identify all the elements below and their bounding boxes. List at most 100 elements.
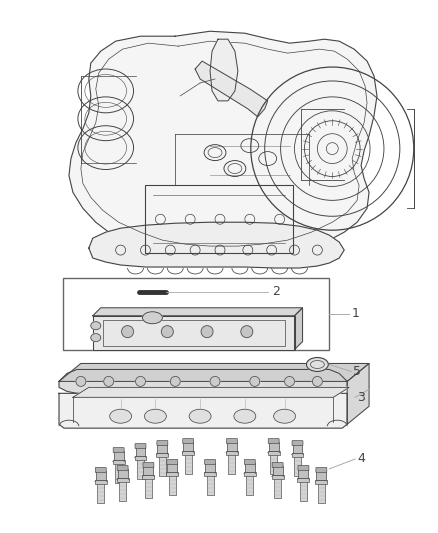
Bar [268,442,279,451]
Ellipse shape [307,358,328,372]
Bar [96,471,106,480]
Ellipse shape [142,312,162,324]
Circle shape [201,326,213,337]
Ellipse shape [91,334,101,342]
Bar [63,278,329,350]
Bar [207,475,214,495]
FancyBboxPatch shape [113,448,124,453]
FancyBboxPatch shape [183,439,194,443]
Bar [137,459,144,479]
FancyBboxPatch shape [244,459,255,464]
Bar [268,451,279,455]
FancyBboxPatch shape [268,439,279,443]
Polygon shape [89,222,344,268]
Polygon shape [69,31,377,260]
FancyBboxPatch shape [226,439,237,443]
Bar [274,478,281,498]
Bar [114,451,124,460]
Bar [119,481,126,501]
Bar [142,475,155,479]
FancyBboxPatch shape [205,459,215,464]
FancyBboxPatch shape [157,441,168,446]
Polygon shape [93,316,294,350]
Ellipse shape [91,322,101,330]
Bar [117,478,129,482]
Polygon shape [59,364,369,382]
Circle shape [122,326,134,337]
Bar [185,454,192,474]
Ellipse shape [274,409,296,423]
Bar [113,460,124,464]
Bar [297,478,309,482]
Bar [145,478,152,498]
Polygon shape [73,387,349,397]
Bar [318,483,325,503]
Polygon shape [59,393,347,428]
Bar [167,463,177,472]
Bar [226,451,238,455]
Bar [159,456,166,476]
Bar [246,475,253,495]
Circle shape [250,376,260,386]
Ellipse shape [145,409,166,423]
Polygon shape [347,364,369,424]
Bar [245,463,255,472]
Bar [103,320,285,345]
Polygon shape [101,308,303,342]
Bar [315,480,327,484]
Bar [293,444,303,453]
FancyBboxPatch shape [135,443,146,449]
Bar [166,472,178,476]
Text: 2: 2 [272,285,279,298]
FancyBboxPatch shape [143,463,154,467]
Text: 1: 1 [352,307,360,320]
Polygon shape [210,39,238,101]
Polygon shape [195,61,268,117]
FancyBboxPatch shape [298,465,309,471]
Bar [270,454,277,474]
Bar [144,466,153,475]
Text: 3: 3 [357,391,365,404]
Circle shape [135,376,145,386]
Text: 5: 5 [353,365,361,378]
FancyBboxPatch shape [272,463,283,467]
Bar [298,469,308,478]
FancyBboxPatch shape [292,441,303,446]
Bar [204,472,216,476]
Bar [244,472,256,476]
Circle shape [285,376,294,386]
Bar [97,483,104,503]
Bar [316,471,326,480]
Polygon shape [93,308,303,316]
FancyBboxPatch shape [117,465,128,471]
Ellipse shape [189,409,211,423]
Circle shape [241,326,253,337]
Bar [183,442,193,451]
Bar [134,456,146,460]
Bar [145,185,293,253]
Bar [135,447,145,456]
Ellipse shape [110,409,131,423]
Bar [118,469,127,478]
Bar [294,456,301,476]
Bar [273,466,283,475]
Circle shape [161,326,173,337]
Polygon shape [59,369,347,393]
Bar [157,444,167,453]
Bar [300,481,307,501]
FancyBboxPatch shape [316,467,327,472]
Bar [227,442,237,451]
FancyBboxPatch shape [95,467,106,472]
Circle shape [104,376,114,386]
Bar [169,475,176,495]
Bar [115,463,122,483]
FancyBboxPatch shape [167,459,178,464]
Polygon shape [294,308,303,350]
Ellipse shape [234,409,256,423]
Circle shape [210,376,220,386]
Bar [95,480,107,484]
Bar [156,453,168,457]
Bar [182,451,194,455]
Circle shape [76,376,86,386]
Bar [292,453,304,457]
